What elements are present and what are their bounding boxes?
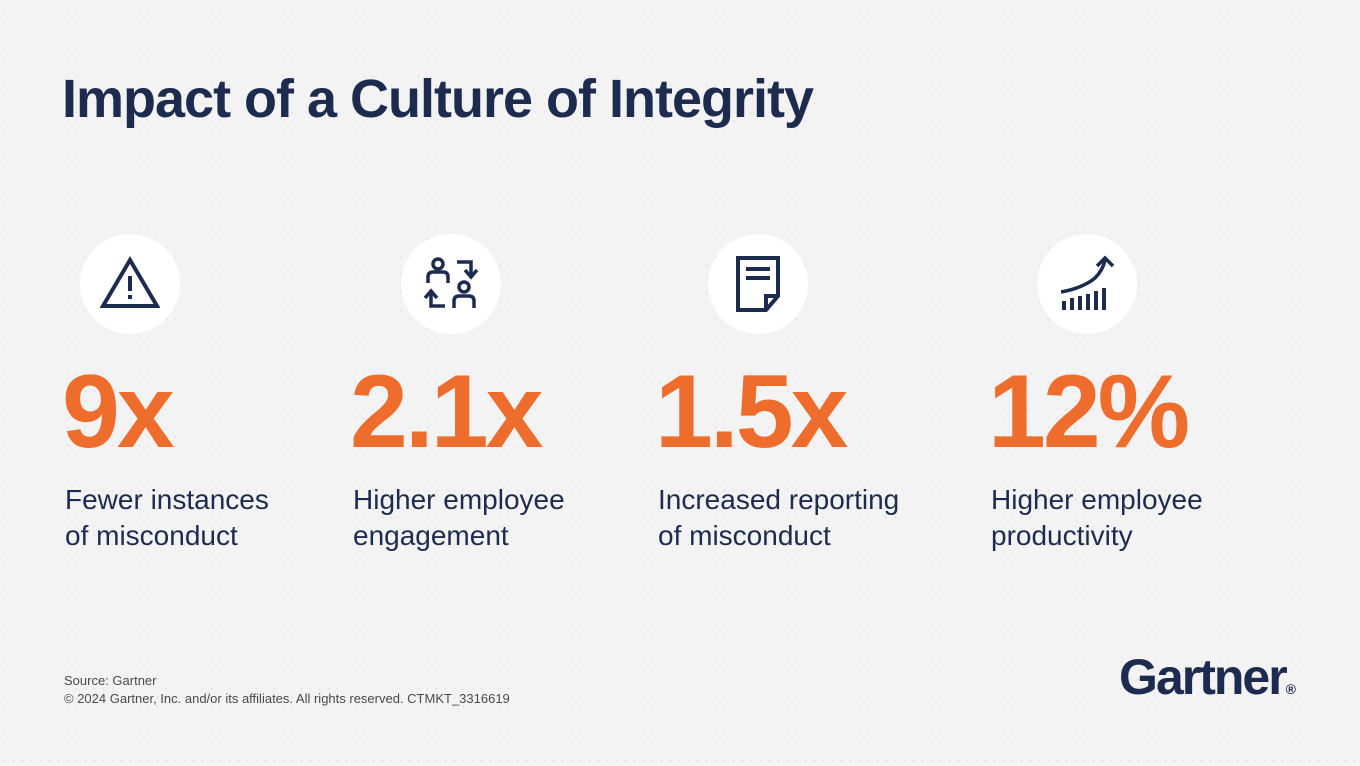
- stat-value: 9x: [62, 354, 175, 470]
- stat-value: 12%: [988, 354, 1190, 470]
- stat-description-line: engagement: [353, 520, 509, 551]
- stat-card-productivity: 12% Higher employee productivity: [988, 234, 1290, 551]
- stat-card-engagement: 2.1x Higher employee engagement: [350, 234, 652, 551]
- people-exchange-icon: [423, 257, 479, 308]
- stat-description-line: Fewer instances: [65, 484, 269, 515]
- icon-circle: [1037, 234, 1137, 334]
- source-note: Source: Gartner: [64, 673, 157, 688]
- stat-description: Higher employee productivity: [991, 482, 1291, 554]
- registered-mark: ®: [1285, 681, 1296, 697]
- stat-description-line: of misconduct: [658, 520, 831, 551]
- page-title: Impact of a Culture of Integrity: [62, 69, 814, 129]
- logo-text: Gartner: [1119, 649, 1288, 705]
- stat-value: 1.5x: [655, 354, 848, 470]
- stat-card-reporting: 1.5x Increased reporting of misconduct: [655, 234, 957, 551]
- stat-description-line: Higher employee: [353, 484, 565, 515]
- gartner-logo: Gartner®: [1119, 652, 1296, 702]
- document-icon: [736, 256, 780, 312]
- icon-circle: [80, 234, 180, 334]
- stat-description-line: of misconduct: [65, 520, 238, 551]
- stat-value: 2.1x: [350, 354, 543, 470]
- icon-circle: [708, 234, 808, 334]
- stat-description-line: Increased reporting: [658, 484, 900, 515]
- stat-card-misconduct: 9x Fewer instances of misconduct: [62, 234, 364, 551]
- stat-description-line: productivity: [991, 520, 1133, 551]
- footer: Source: Gartner © 2024 Gartner, Inc. and…: [64, 672, 510, 708]
- stat-description: Fewer instances of misconduct: [65, 482, 365, 554]
- stat-description: Increased reporting of misconduct: [658, 482, 958, 554]
- copyright-note: © 2024 Gartner, Inc. and/or its affiliat…: [64, 691, 510, 706]
- warning-triangle-icon: [100, 256, 160, 308]
- stat-description: Higher employee engagement: [353, 482, 653, 554]
- stat-description-line: Higher employee: [991, 484, 1203, 515]
- growth-chart-icon: [1060, 255, 1115, 310]
- icon-circle: [401, 234, 501, 334]
